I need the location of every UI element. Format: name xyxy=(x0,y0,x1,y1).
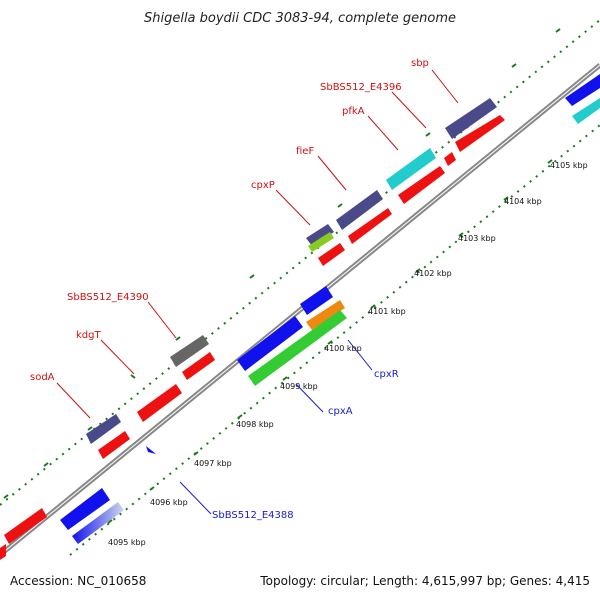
gene-label-fieF[interactable]: fieF xyxy=(296,146,314,157)
gene-cpxR-blue-1[interactable] xyxy=(300,286,333,315)
inner-tick-track xyxy=(69,124,600,556)
scale-label-4103: 4103 kbp xyxy=(458,234,496,243)
scale-label-4105: 4105 kbp xyxy=(550,161,588,170)
gene-SbBS512_E4396[interactable] xyxy=(386,148,436,190)
gene-left-red[interactable] xyxy=(4,508,47,544)
scale-label-4104: 4104 kbp xyxy=(504,197,542,206)
gene-SbBS512_E4390-arrow[interactable] xyxy=(182,352,215,380)
topology-text: Topology: circular; Length: 4,615,997 bp… xyxy=(259,574,590,588)
gene-label-pfkA[interactable]: pfkA xyxy=(342,106,365,117)
gene-fieF-arrow[interactable] xyxy=(348,208,392,244)
gene-edge-red[interactable] xyxy=(0,544,6,560)
scale-label-4101: 4101 kbp xyxy=(368,307,406,316)
gene-cpxP-arrow[interactable] xyxy=(318,243,345,266)
gene-sodA-arrow[interactable] xyxy=(98,431,130,459)
gene-label-SbBS512_E4390[interactable]: SbBS512_E4390 xyxy=(67,292,149,303)
gene-cpxA[interactable] xyxy=(248,310,347,386)
gene-label-SbBS512_E4388[interactable]: SbBS512_E4388 xyxy=(212,510,294,521)
forward-strand-genes xyxy=(0,98,505,560)
genome-backbone xyxy=(0,63,600,557)
gene-label-sodA[interactable]: sodA xyxy=(30,372,55,383)
gene-cpxR-blue-2[interactable] xyxy=(237,316,303,371)
label-leaders xyxy=(56,69,459,515)
scale-label-4097: 4097 kbp xyxy=(194,459,232,468)
gene-sbp-box[interactable] xyxy=(445,98,497,139)
gene-fieF-box[interactable] xyxy=(336,190,383,230)
scale-label-4098: 4098 kbp xyxy=(236,420,274,429)
gene-SbBS512_E4388-tri[interactable] xyxy=(146,446,156,454)
scale-label-4095: 4095 kbp xyxy=(108,538,146,547)
gene-gradient[interactable] xyxy=(72,502,124,544)
gene-labels: sbp SbBS512_E4396 pfkA fieF cpxP SbBS512… xyxy=(30,58,429,521)
scale-label-4100: 4100 kbp xyxy=(324,344,362,353)
gene-small-red[interactable] xyxy=(444,152,456,166)
gene-cpxR-orange[interactable] xyxy=(306,300,345,330)
gene-label-cpxP[interactable]: cpxP xyxy=(251,180,275,191)
major-ticks xyxy=(3,28,561,524)
gene-label-SbBS512_E4396[interactable]: SbBS512_E4396 xyxy=(320,82,402,93)
scale-label-4096: 4096 kbp xyxy=(150,498,188,507)
gene-right-cyan[interactable] xyxy=(572,98,600,124)
gene-sodA-box[interactable] xyxy=(86,414,121,444)
reverse-strand-genes xyxy=(60,74,600,544)
gene-label-cpxR[interactable]: cpxR xyxy=(374,369,399,380)
gene-kdgT[interactable] xyxy=(137,384,182,422)
gene-label-sbp[interactable]: sbp xyxy=(411,58,429,69)
gene-pfkA[interactable] xyxy=(398,166,445,204)
gene-SbBS512_E4388[interactable] xyxy=(60,488,110,530)
accession-text: Accession: NC_010658 xyxy=(10,574,146,588)
outer-tick-track xyxy=(0,19,600,506)
scale-label-4102: 4102 kbp xyxy=(414,269,452,278)
map-title: Shigella boydii CDC 3083-94, complete ge… xyxy=(144,11,456,26)
gene-right-blue[interactable] xyxy=(565,74,600,106)
gene-cpxP-green[interactable] xyxy=(308,232,334,252)
gene-label-cpxA[interactable]: cpxA xyxy=(328,406,353,417)
gene-sbp-arrow[interactable] xyxy=(455,115,505,152)
gene-cpxP-box[interactable] xyxy=(306,224,334,246)
gene-label-kdgT[interactable]: kdgT xyxy=(76,330,101,341)
gene-SbBS512_E4390[interactable] xyxy=(170,335,209,367)
